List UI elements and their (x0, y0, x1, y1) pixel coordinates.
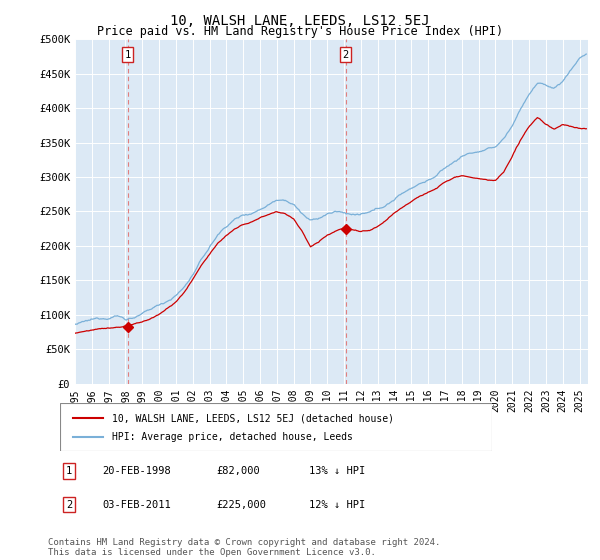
Text: 2: 2 (343, 49, 349, 59)
Text: £225,000: £225,000 (216, 500, 266, 510)
Text: 20-FEB-1998: 20-FEB-1998 (102, 466, 171, 476)
Text: Contains HM Land Registry data © Crown copyright and database right 2024.
This d: Contains HM Land Registry data © Crown c… (48, 538, 440, 557)
Text: £82,000: £82,000 (216, 466, 260, 476)
FancyBboxPatch shape (60, 403, 492, 451)
Text: 13% ↓ HPI: 13% ↓ HPI (309, 466, 365, 476)
Text: HPI: Average price, detached house, Leeds: HPI: Average price, detached house, Leed… (112, 432, 353, 442)
Text: 2: 2 (66, 500, 72, 510)
Text: 1: 1 (125, 49, 131, 59)
Text: 1: 1 (66, 466, 72, 476)
Text: Price paid vs. HM Land Registry's House Price Index (HPI): Price paid vs. HM Land Registry's House … (97, 25, 503, 38)
Text: 12% ↓ HPI: 12% ↓ HPI (309, 500, 365, 510)
Text: 03-FEB-2011: 03-FEB-2011 (102, 500, 171, 510)
Text: 10, WALSH LANE, LEEDS, LS12 5EJ: 10, WALSH LANE, LEEDS, LS12 5EJ (170, 14, 430, 28)
Text: 10, WALSH LANE, LEEDS, LS12 5EJ (detached house): 10, WALSH LANE, LEEDS, LS12 5EJ (detache… (112, 413, 394, 423)
